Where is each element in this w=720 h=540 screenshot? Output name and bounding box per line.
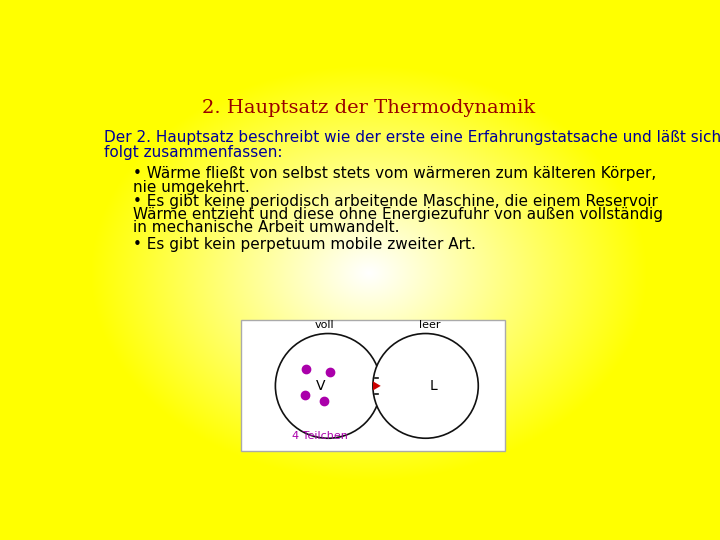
Text: 4 Teilchen: 4 Teilchen [292,430,348,441]
Text: voll: voll [315,320,334,330]
Text: Der 2. Hauptsatz beschreibt wie der erste eine Erfahrungstatsache und läßt sich : Der 2. Hauptsatz beschreibt wie der erst… [104,130,720,145]
Circle shape [373,334,478,438]
Text: leer: leer [419,320,440,330]
Text: • Wärme fließt von selbst stets vom wärmeren zum kälteren Körper,: • Wärme fließt von selbst stets vom wärm… [132,166,656,181]
Text: • Es gibt kein perpetuum mobile zweiter Art.: • Es gibt kein perpetuum mobile zweiter … [132,237,475,252]
Text: nie umgekehrt.: nie umgekehrt. [132,179,249,194]
Text: in mechanische Arbeit umwandelt.: in mechanische Arbeit umwandelt. [132,220,399,235]
Text: 2. Hauptsatz der Thermodynamik: 2. Hauptsatz der Thermodynamik [202,99,536,117]
FancyBboxPatch shape [241,320,505,451]
Text: folgt zusammenfassen:: folgt zusammenfassen: [104,145,282,160]
Text: L: L [429,379,437,393]
Text: • Es gibt keine periodisch arbeitende Maschine, die einem Reservoir: • Es gibt keine periodisch arbeitende Ma… [132,194,657,209]
Polygon shape [373,381,381,390]
Circle shape [275,334,381,438]
Text: Wärme entzieht und diese ohne Energiezufuhr von außen vollständig: Wärme entzieht und diese ohne Energiezuf… [132,207,662,222]
Text: V: V [315,379,325,393]
